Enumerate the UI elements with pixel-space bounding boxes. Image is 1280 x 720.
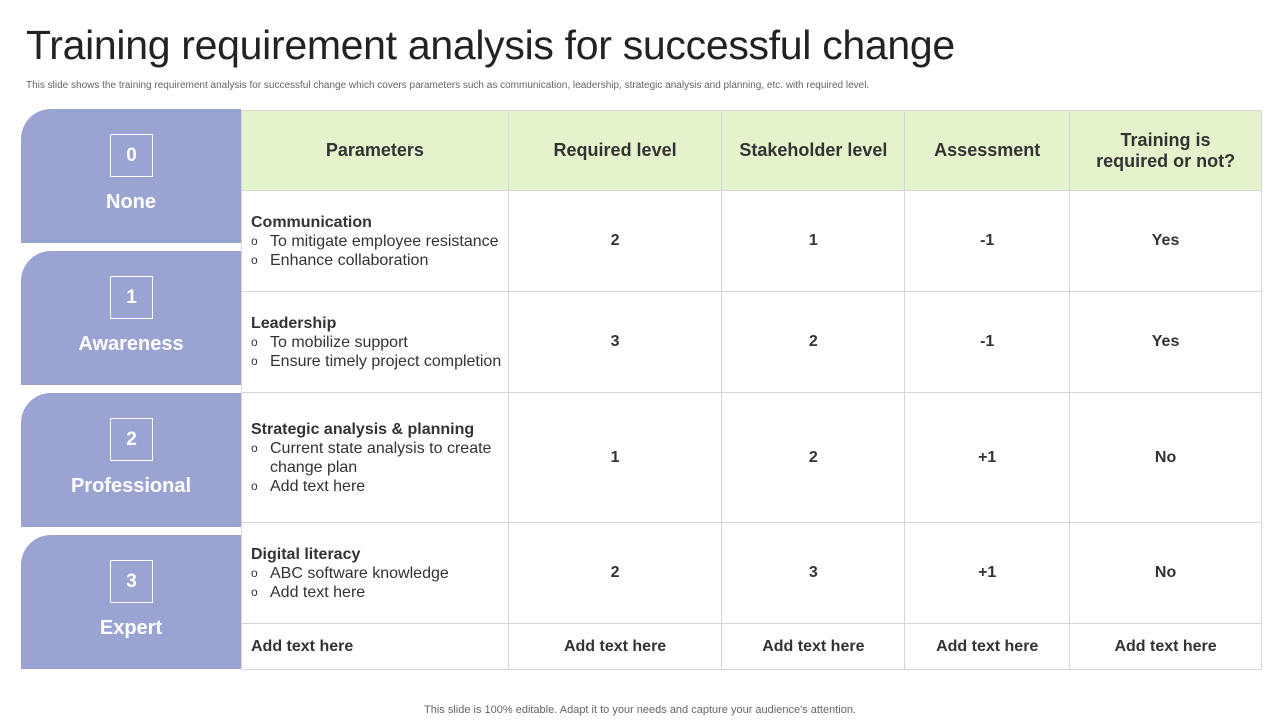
bullet-icon: o [251, 440, 258, 455]
header-stakeholder-level: Stakeholder level [721, 110, 906, 191]
slide-title: Training requirement analysis for succes… [26, 22, 955, 68]
bullet-text: To mitigate employee resistance [270, 232, 499, 250]
parameter-bullet: o ABC software knowledge [251, 564, 508, 583]
training-cell: Yes [1069, 190, 1262, 292]
parameter-cell: Strategic analysis & planning o Current st… [241, 392, 509, 523]
level-tab-professional: 2 Professional [21, 393, 241, 527]
level-number: 3 [110, 560, 153, 603]
required-cell: 3 [507, 291, 723, 393]
parameter-name: Leadership [251, 314, 337, 332]
required-cell: 1 [507, 392, 723, 523]
parameter-name: Communication [251, 213, 372, 231]
level-number: 0 [110, 134, 153, 177]
parameter-name: Strategic analysis & planning [251, 420, 475, 438]
table-row: Digital literacy o ABC software knowledge o… [241, 522, 1262, 624]
parameter-bullet: o To mitigate employee resistance [251, 232, 508, 251]
parameter-name: Digital literacy [251, 545, 361, 563]
level-label: None [106, 191, 156, 213]
level-tab-expert: 3 Expert [21, 535, 241, 669]
parameter-bullet: o Current state analysis to create change… [251, 439, 508, 477]
level-number: 1 [110, 276, 153, 319]
table-row: Leadership o To mobilize support o Ensure ti… [241, 291, 1262, 393]
training-cell: Yes [1069, 291, 1262, 393]
bullet-text: ABC software knowledge [270, 564, 449, 582]
bullet-icon: o [251, 478, 258, 493]
placeholder-cell: Add text here [1069, 623, 1262, 670]
stakeholder-cell: 1 [721, 190, 906, 292]
stakeholder-cell: 3 [721, 522, 906, 624]
slide-subtitle: This slide shows the training requiremen… [26, 80, 870, 91]
assessment-cell: -1 [904, 291, 1071, 393]
parameter-bullet: o To mobilize support [251, 333, 508, 352]
level-tab-awareness: 1 Awareness [21, 251, 241, 385]
table-header-row: Parameters Required level Stakeholder le… [241, 110, 1262, 191]
bullet-icon: o [251, 334, 258, 349]
assessment-cell: +1 [904, 392, 1071, 523]
bullet-text: Current state analysis to create change … [270, 439, 492, 476]
bullet-text: To mobilize support [270, 333, 408, 351]
level-number: 2 [110, 418, 153, 461]
bullet-text: Ensure timely project completion [270, 352, 502, 370]
bullet-icon: o [251, 252, 258, 267]
placeholder-cell: Add text here [721, 623, 906, 670]
parameter-bullet: o Ensure timely project completion [251, 352, 508, 371]
bullet-text: Add text here [270, 477, 366, 495]
bullet-text: Add text here [270, 583, 366, 601]
assessment-cell: +1 [904, 522, 1071, 624]
level-tab-none: 0 None [21, 109, 241, 243]
bullet-icon: o [251, 233, 258, 248]
parameter-bullet: o Add text here [251, 477, 508, 496]
required-cell: 2 [507, 522, 723, 624]
parameter-bullet: o Add text here [251, 583, 508, 602]
assessment-cell: -1 [904, 190, 1071, 292]
training-cell: No [1069, 392, 1262, 523]
placeholder-cell: Add text here [507, 623, 723, 670]
table-row: Communication o To mitigate employee resis… [241, 190, 1262, 292]
header-required-level: Required level [507, 110, 723, 191]
requirements-table: Parameters Required level Stakeholder le… [241, 110, 1262, 670]
bullet-icon: o [251, 565, 258, 580]
header-parameters: Parameters [241, 110, 509, 191]
header-training-required: Training is required or not? [1069, 110, 1262, 191]
bullet-icon: o [251, 353, 258, 368]
level-label: Awareness [78, 333, 184, 355]
table-row-placeholder: Add text here Add text here Add text here A… [241, 623, 1262, 670]
placeholder-cell: Add text here [241, 623, 509, 670]
level-label: Expert [99, 617, 163, 639]
footer-note: This slide is 100% editable. Adapt it to… [424, 704, 856, 716]
stakeholder-cell: 2 [721, 291, 906, 393]
table-row: Strategic analysis & planning o Current st… [241, 392, 1262, 523]
parameter-cell: Leadership o To mobilize support o Ensure ti… [241, 291, 509, 393]
header-assessment: Assessment [904, 110, 1071, 191]
placeholder-cell: Add text here [904, 623, 1071, 670]
parameter-cell: Communication o To mitigate employee resis… [241, 190, 509, 292]
bullet-icon: o [251, 584, 258, 599]
stakeholder-cell: 2 [721, 392, 906, 523]
level-label: Professional [70, 475, 192, 497]
bullet-text: Enhance collaboration [270, 251, 429, 269]
training-cell: No [1069, 522, 1262, 624]
required-cell: 2 [507, 190, 723, 292]
parameter-bullet: o Enhance collaboration [251, 251, 508, 270]
parameter-cell: Digital literacy o ABC software knowledge o… [241, 522, 509, 624]
